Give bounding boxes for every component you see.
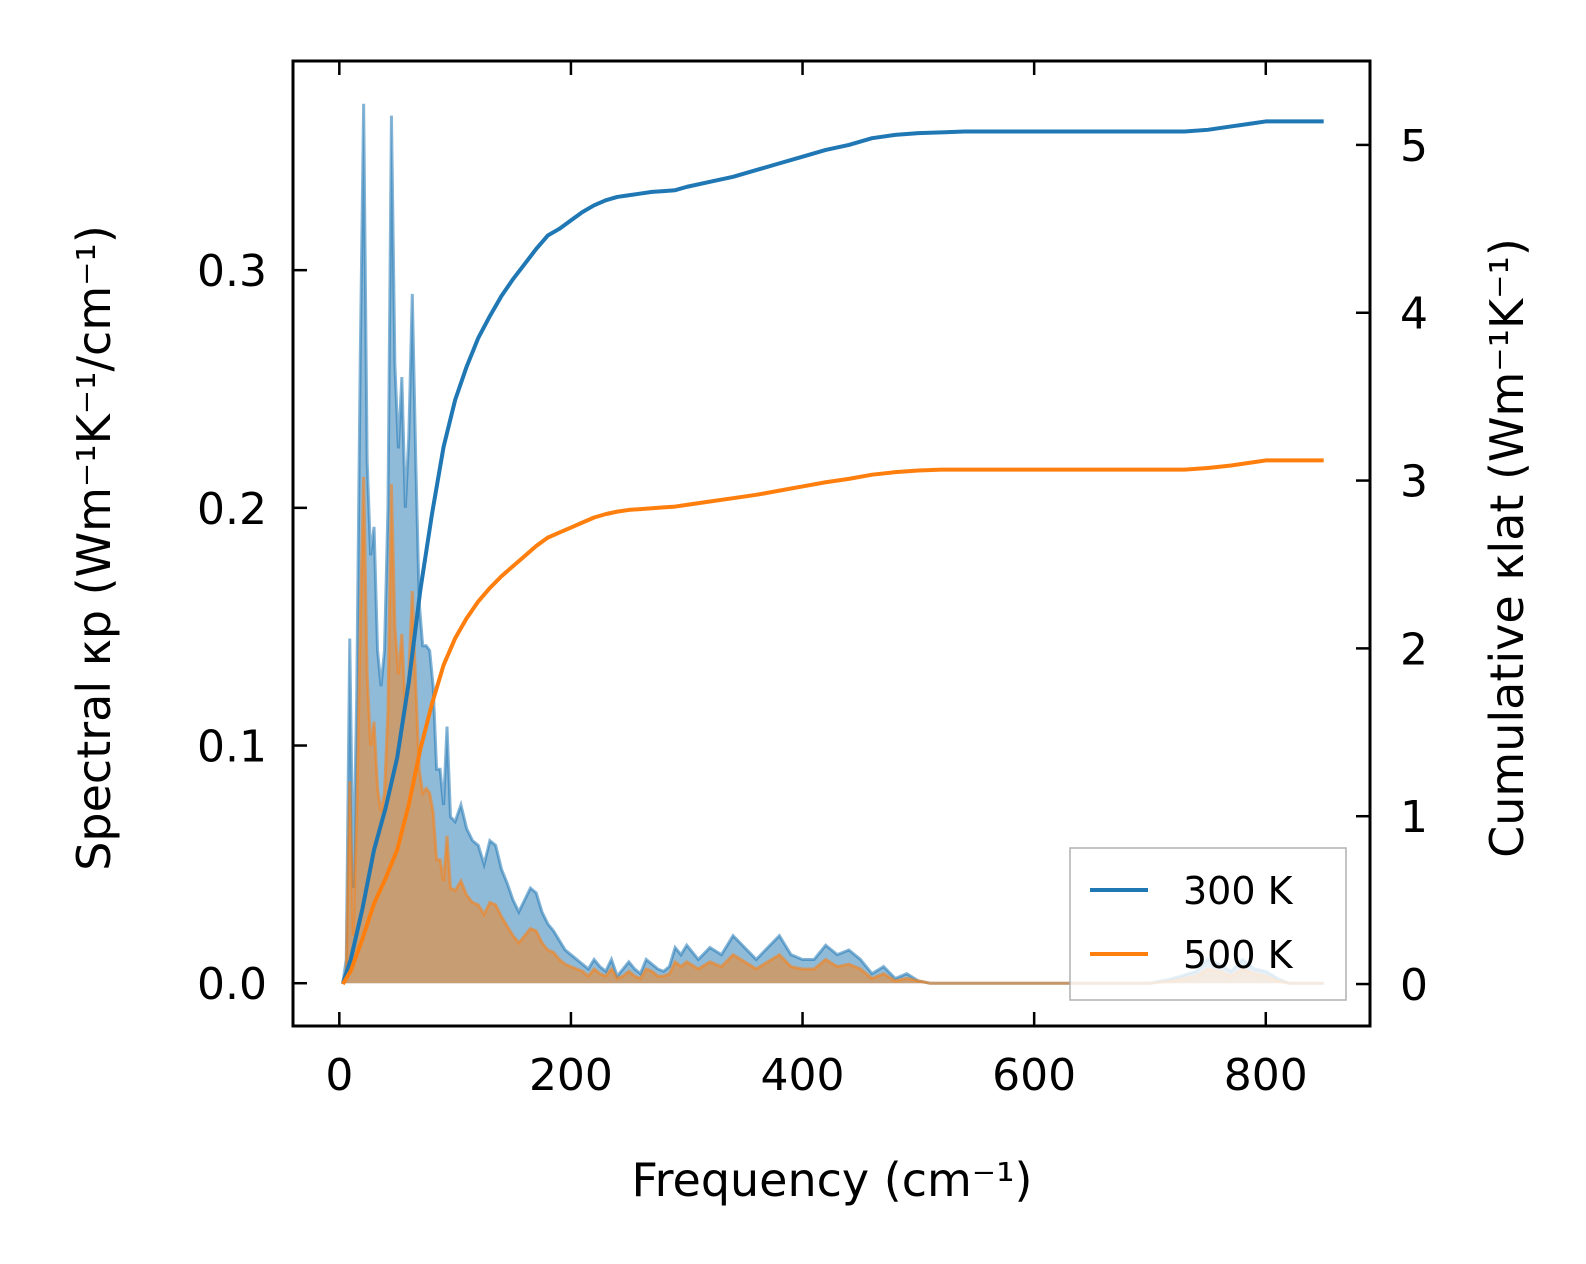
y-tick-label-right: 2 [1400,624,1428,675]
plot-frame [291,59,1372,1028]
y-tick-label-left: 0.3 [197,246,267,297]
y-tick-label-right: 5 [1400,121,1428,172]
cumulative-line-300k [340,119,1324,985]
x-axis-label: Frequency (cm⁻¹) [632,1153,1033,1207]
cumulative-line-500k [341,458,1324,986]
y-axis-label-right: Cumulative κlat (Wm⁻¹K⁻¹) [1480,238,1534,858]
y-tick-label-right: 1 [1400,792,1428,843]
y-tick-label-right: 0 [1400,960,1428,1011]
x-tick-label: 200 [529,1050,613,1101]
y-tick-label-right: 4 [1400,289,1428,340]
legend-label-300k: 300 K [1183,869,1294,913]
y-tick-label-right: 3 [1400,457,1428,508]
y-tick-label-left: 0.1 [197,722,267,773]
y-tick-label-left: 0.2 [197,484,267,535]
cumulative-line-layer [340,119,1324,986]
x-tick-label: 600 [992,1050,1076,1101]
x-tick-label: 0 [325,1050,353,1101]
x-tick-label: 800 [1224,1050,1308,1101]
y-tick-label-left: 0.0 [197,959,267,1010]
y-axis-label-left: Spectral κp (Wm⁻¹K⁻¹/cm⁻¹) [67,225,121,871]
ticks-layer: 0 200 400 600 800 0.0 0.1 0.2 0.3 0 1 2 3 4 5 [197,61,1428,1101]
legend: 300 K 500 K [1069,847,1347,1001]
x-tick-label: 400 [761,1050,845,1101]
legend-label-500k: 500 K [1183,933,1294,977]
legend-box [1069,847,1347,1001]
spectral-area-500k [342,476,1324,984]
